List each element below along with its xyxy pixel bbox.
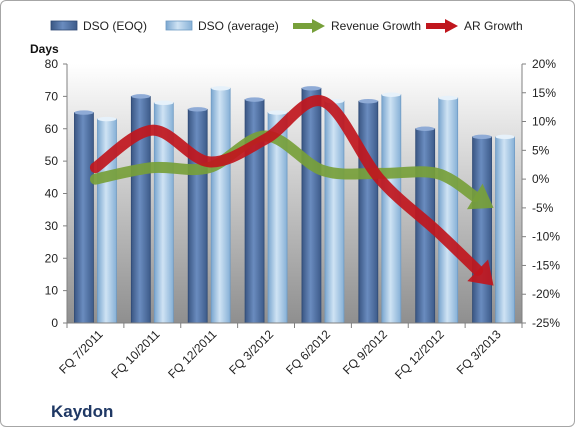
bar-cap: [268, 110, 288, 115]
left-tick-label: 70: [45, 89, 59, 103]
legend-swatch: [165, 20, 193, 31]
right-tick-label: -15%: [532, 258, 560, 272]
bar: [324, 100, 345, 324]
right-tick-label: 10%: [532, 115, 556, 129]
legend-label: Revenue Growth: [331, 19, 421, 33]
left-tick-label: 0: [51, 316, 58, 330]
right-axis: -25% -20% -15% -10% -5% 0% 5% 10% 15% 20%: [521, 57, 560, 330]
left-tick-label: 30: [45, 219, 59, 233]
bar-cap: [245, 97, 265, 102]
arrow-head: [467, 259, 494, 286]
legend: DSO (EOQ) DSO (average) Revenue Growth AR G…: [50, 19, 523, 33]
bar-series: [74, 86, 515, 324]
x-tick-label: FQ 7/2011: [56, 327, 106, 377]
bar: [301, 87, 322, 324]
bar: [210, 87, 231, 324]
legend-label: DSO (average): [198, 19, 279, 33]
bar: [358, 100, 379, 324]
x-tick-label: FQ 12/2012: [392, 327, 447, 382]
bar: [472, 136, 492, 324]
x-tick-label: FQ 10/2011: [108, 327, 162, 381]
legend-swatch: [50, 20, 78, 31]
legend-label: AR Growth: [464, 19, 523, 33]
right-tick-label: -25%: [532, 316, 560, 330]
legend-swatch-head: [312, 19, 325, 33]
right-tick-label: 20%: [532, 57, 556, 71]
bar: [187, 108, 208, 324]
arrow-line: [89, 95, 484, 276]
y-axis-title: Days: [30, 42, 59, 56]
legend-swatch-head: [445, 19, 458, 33]
left-tick-label: 50: [45, 154, 59, 168]
bar: [438, 97, 459, 324]
left-tick-label: 60: [45, 122, 59, 136]
bar-cap: [358, 99, 378, 104]
left-tick-label: 40: [45, 187, 59, 201]
x-tick-label: FQ 9/2012: [340, 327, 390, 377]
bar-cap: [495, 134, 515, 140]
bar-cap: [438, 95, 458, 101]
legend-label: DSO (EOQ): [83, 19, 147, 33]
right-tick-label: -10%: [532, 230, 560, 244]
arrow-head: [466, 183, 494, 210]
bar-cap: [74, 110, 94, 115]
x-axis: FQ 7/2011 FQ 10/2011 FQ 12/2011 FQ 3/2012 FQ…: [56, 322, 523, 382]
left-tick-label: 80: [45, 57, 59, 71]
bar: [74, 112, 94, 324]
x-tick-label: FQ 12/2011: [165, 327, 219, 381]
bar: [495, 136, 515, 324]
bar-cap: [154, 100, 174, 106]
arrow-line: [89, 130, 481, 202]
bar-cap: [97, 116, 117, 122]
right-tick-label: 5%: [532, 143, 550, 157]
bar-cap: [211, 86, 231, 91]
left-tick-label: 20: [45, 251, 59, 265]
bar: [381, 94, 402, 324]
right-tick-label: 15%: [532, 86, 556, 100]
x-tick-label: FQ 3/2013: [454, 327, 504, 377]
right-tick-label: -5%: [532, 201, 554, 215]
x-tick-label: FQ 6/2012: [283, 327, 333, 377]
bar-cap: [188, 107, 208, 112]
bar-cap: [131, 94, 151, 99]
company-name: Kaydon: [51, 402, 113, 421]
right-tick-label: 0%: [532, 172, 550, 186]
bar-cap: [415, 126, 435, 131]
right-tick-label: -20%: [532, 287, 560, 301]
left-tick-label: 10: [45, 284, 59, 298]
arrow-series: [89, 95, 494, 286]
bar-cap: [381, 92, 401, 97]
left-axis: 0 10 20 30 40 50 60 70 80: [45, 57, 68, 330]
bar-cap: [472, 134, 492, 140]
bar-cap: [301, 86, 321, 91]
x-tick-label: FQ 3/2012: [226, 327, 276, 377]
